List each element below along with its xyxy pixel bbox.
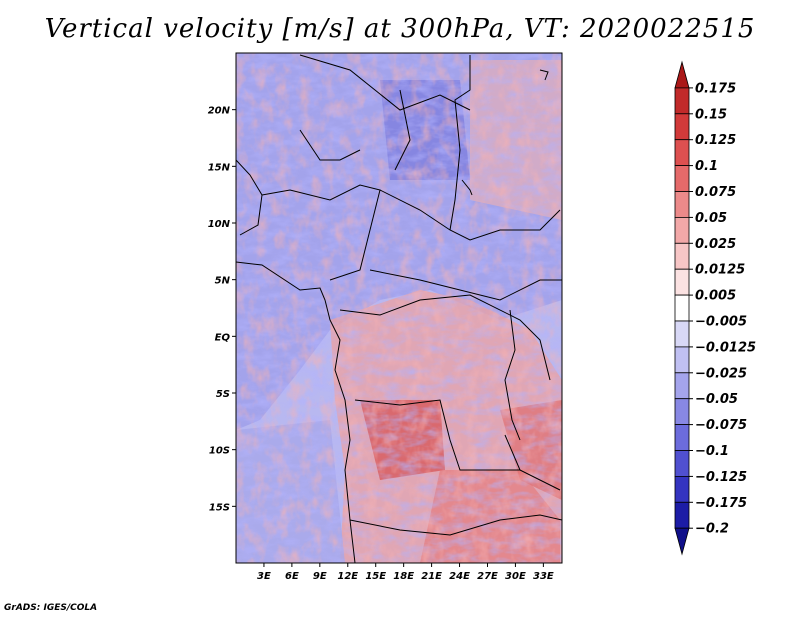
lat-tick-label: 5N	[215, 276, 231, 287]
colorbar-label: 0.125	[695, 133, 736, 148]
colorbar-label: −0.0125	[695, 340, 756, 355]
colorbar-swatch	[674, 60, 690, 89]
map-frame	[235, 52, 563, 564]
colorbar-label: −0.125	[695, 470, 747, 485]
lat-tick-label: EQ	[215, 332, 231, 343]
lon-tick-label: 3E	[257, 571, 271, 582]
lon-tick-label: 15E	[365, 571, 386, 582]
colorbar-label: 0.05	[695, 211, 727, 226]
lat-tick-label: 5S	[216, 389, 230, 400]
colorbar-swatch	[674, 242, 690, 270]
colorbar-swatch	[674, 398, 690, 426]
colorbar-swatch	[674, 113, 690, 141]
lat-tick-label: 10N	[208, 219, 231, 230]
lat-tick-label: 15S	[209, 502, 230, 513]
colorbar-swatch	[674, 424, 690, 451]
colorbar-label: −0.005	[695, 315, 747, 330]
lon-tick-label: 9E	[313, 571, 327, 582]
colorbar-label: 0.1	[695, 159, 718, 174]
colorbar-swatch	[674, 346, 690, 374]
grads-credit: GrADS: IGES/COLA	[4, 603, 98, 613]
colorbar-swatch	[674, 527, 690, 556]
colorbar-swatch	[674, 165, 690, 192]
colorbar-label: 0.005	[695, 289, 736, 304]
colorbar: 0.175 0.15 0.125 0.1 0.075 0.05 0.025 0.0125 0.0…	[674, 60, 756, 556]
lon-tick-label: 21E	[421, 571, 442, 582]
lon-tick-label: 30E	[505, 571, 526, 582]
colorbar-label: 0.025	[695, 237, 736, 252]
colorbar-label: 0.175	[695, 81, 736, 96]
colorbar-swatch	[674, 450, 690, 477]
colorbar-label: −0.175	[695, 496, 747, 511]
colorbar-swatch	[674, 87, 690, 115]
colorbar-swatch	[674, 294, 690, 322]
lon-tick-label: 24E	[449, 571, 470, 582]
colorbar-swatch	[674, 475, 690, 503]
axis-ticks: 3E 6E 9E 12E 15E 18E 21E 24E 27E 30E 33E 20N 15N 10N 5…	[208, 106, 554, 582]
colorbar-swatch	[674, 191, 690, 218]
colorbar-label: −0.1	[695, 444, 729, 459]
colorbar-swatch	[674, 216, 690, 244]
colorbar-label: −0.2	[695, 522, 729, 537]
lon-tick-label: 12E	[337, 571, 358, 582]
country-borders	[236, 54, 562, 563]
colorbar-label: −0.075	[695, 418, 747, 433]
chart-title: Vertical velocity [m/s] at 300hPa, VT: 2…	[44, 14, 756, 44]
colorbar-label: −0.025	[695, 366, 747, 381]
lon-tick-label: 18E	[393, 571, 414, 582]
colorbar-swatch	[674, 139, 690, 166]
lat-tick-label: 15N	[208, 162, 231, 173]
colorbar-swatch	[674, 372, 690, 400]
colorbar-label: 0.0125	[695, 263, 745, 278]
colorbar-label: 0.075	[695, 185, 736, 200]
colorbar-swatch	[674, 501, 690, 529]
lon-tick-label: 27E	[477, 571, 498, 582]
colorbar-swatch	[674, 268, 690, 296]
colorbar-label: 0.15	[695, 107, 727, 122]
lat-tick-label: 20N	[208, 106, 231, 117]
lat-tick-label: 10S	[209, 446, 230, 457]
colorbar-swatch	[674, 320, 690, 348]
lon-tick-label: 6E	[285, 571, 299, 582]
lon-tick-label: 33E	[533, 571, 554, 582]
colorbar-label: −0.05	[695, 392, 738, 407]
